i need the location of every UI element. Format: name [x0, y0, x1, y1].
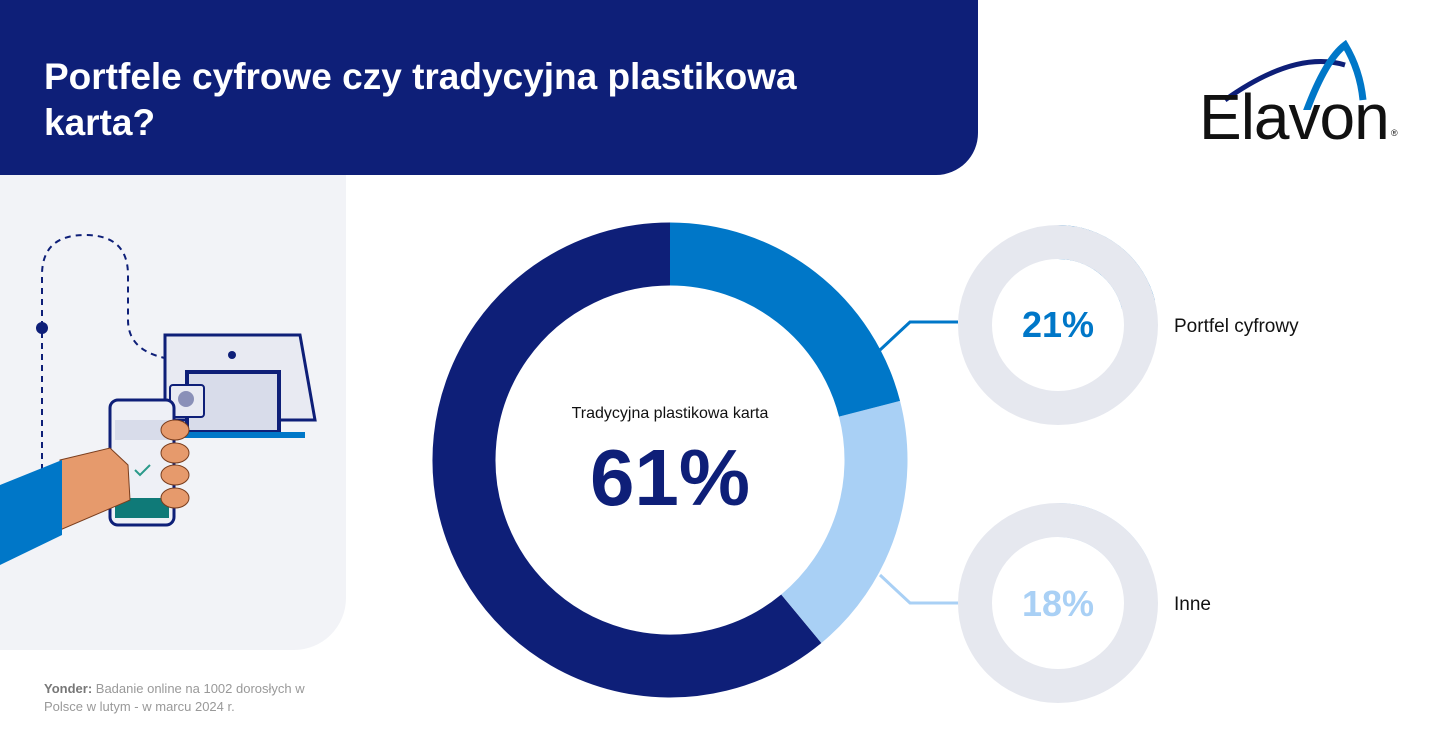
- page-title: Portfele cyfrowe czy tradycyjna plastiko…: [44, 56, 797, 143]
- logo-text: Elavon: [1199, 81, 1390, 153]
- digital-wallet-label: Portfel cyfrowy: [1174, 316, 1299, 337]
- connector-digital: [878, 320, 958, 352]
- source-note: Yonder: Badanie online na 1002 dorosłych…: [44, 680, 334, 716]
- main-donut-value: 61%: [589, 433, 751, 522]
- main-donut-segment-2: [432, 222, 822, 698]
- source-name: Yonder:: [44, 681, 93, 696]
- registered-mark: ®: [1391, 128, 1398, 138]
- other-value: 18%: [1021, 583, 1095, 624]
- other-label: Inne: [1174, 594, 1211, 615]
- source-text: Badanie online na 1002 dorosłych w Polsc…: [44, 681, 305, 714]
- connector-other: [878, 573, 958, 605]
- small-donut-track-digital: [958, 225, 1158, 425]
- main-donut-segment-1: [780, 400, 908, 643]
- main-donut-label: Tradycyjna plastikowa karta: [571, 405, 769, 422]
- elavon-logo: Elavon ®: [1195, 40, 1405, 153]
- main-donut-segment-0: [669, 222, 901, 418]
- logo-arc-icon: [1223, 40, 1367, 110]
- small-donut-track-other: [958, 503, 1158, 703]
- header-banner: Portfele cyfrowe czy tradycyjna plastiko…: [0, 0, 978, 175]
- phone-payment-illustration: [0, 233, 317, 565]
- digital-wallet-value: 21%: [1021, 304, 1095, 345]
